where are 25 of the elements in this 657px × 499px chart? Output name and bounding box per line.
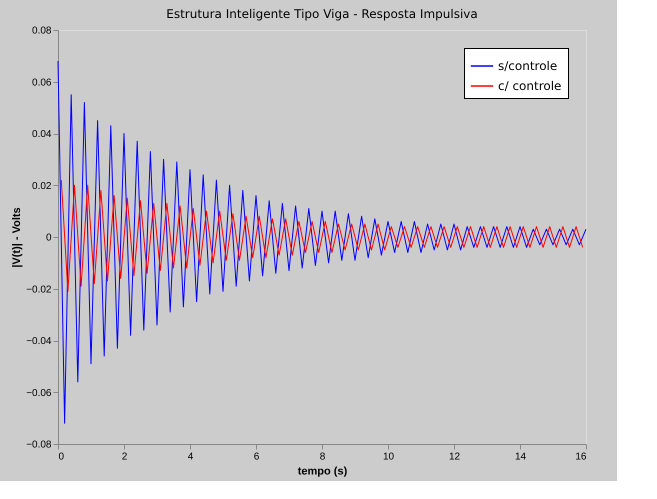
x-axis-title: tempo (s) [298,466,348,478]
x-tick-label: 14 [514,452,526,462]
y-tick-label: −0.06 [26,388,52,399]
y-tick-label: 0 [46,232,52,244]
y-tick-label: −0.04 [26,336,52,347]
y-tick-label: 0.04 [32,129,52,140]
x-tick-label: 12 [448,452,460,462]
y-tick-label: −0.08 [26,440,52,450]
x-tick-label: 0 [58,452,64,462]
legend-label: c/ controle [498,79,562,93]
y-tick-label: 0.06 [32,77,52,88]
y-tick-label: 0.02 [32,180,52,192]
x-tick-label: 6 [254,452,260,462]
y-tick-label: 0.08 [32,26,52,36]
chart-title: Estrutura Inteligente Tipo Viga - Resposta Impulsiva [166,7,478,21]
line-series [58,60,586,424]
x-tick-label: 2 [122,452,128,462]
x-tick-label: 16 [575,452,587,462]
y-tick-label: −0.02 [26,284,52,296]
line-series [60,180,584,292]
y-axis-title: |V(t)| - Volts [11,207,24,268]
x-tick-label: 8 [320,452,326,462]
x-tick-label: 10 [382,452,394,462]
legend-label: s/controle [498,59,558,73]
x-tick-label: 4 [188,452,194,462]
